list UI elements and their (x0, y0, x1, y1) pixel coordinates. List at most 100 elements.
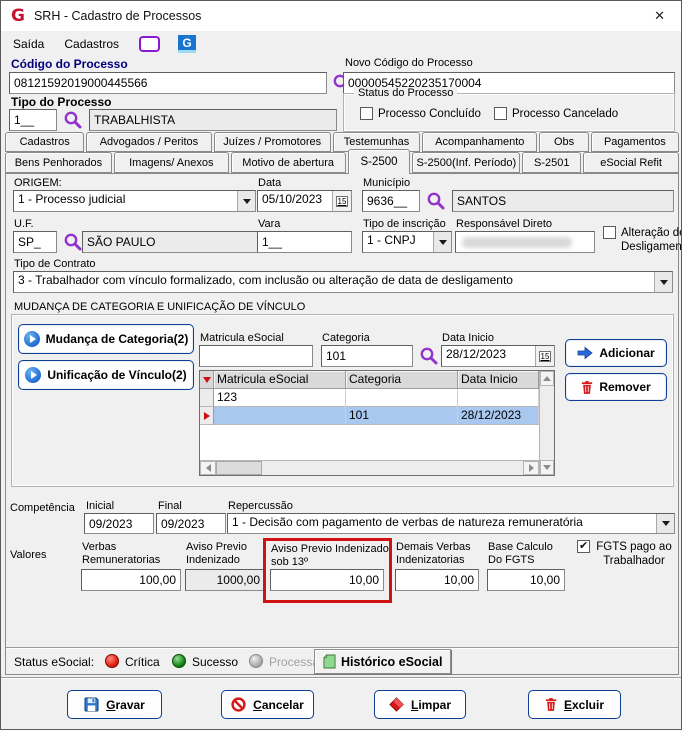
checkbox-fgts-pago[interactable]: FGTS pago ao Trabalhador (577, 539, 673, 568)
tab-s2500-inf-periodo[interactable]: S-2500(Inf. Período) (412, 152, 521, 173)
checkbox-alteracao-desligamento[interactable]: Alteração de Desligamento (603, 226, 681, 254)
verbas-remuneratorias-label: Verbas Remuneratorias (82, 541, 161, 566)
status-sucesso-icon (172, 654, 186, 668)
trash-icon (582, 380, 593, 394)
search-icon[interactable] (63, 110, 83, 130)
aviso-previo-input[interactable] (185, 569, 265, 591)
limpar-button[interactable]: Limpar (374, 690, 466, 719)
scrollbar-thumb[interactable] (216, 461, 262, 475)
grid-col-categoria[interactable]: Categoria (346, 371, 458, 389)
mudanca-categoria-button[interactable]: Mudança de Categoria(2) (18, 324, 194, 354)
dropdown-arrow-icon[interactable] (656, 514, 674, 533)
tab-testemunhas[interactable]: Testemunhas (332, 132, 421, 152)
vinculos-grid: Matricula eSocial Categoria Data Inicio … (199, 370, 555, 476)
table-row[interactable]: 123 (200, 389, 539, 407)
unificacao-vinculo-button[interactable]: Unificação de Vínculo(2) (18, 360, 194, 390)
tipo-processo-input[interactable] (9, 109, 57, 131)
menu-cadastros[interactable]: Cadastros (64, 37, 120, 51)
checkbox-box[interactable] (494, 107, 507, 120)
horizontal-scrollbar[interactable] (200, 460, 539, 475)
municipio-label: Município (363, 177, 411, 189)
tab-acompanhamento[interactable]: Acompanhamento (422, 132, 538, 152)
tipo-processo-descricao: TRABALHISTA (89, 109, 337, 131)
remover-button[interactable]: Remover (565, 373, 667, 401)
matricula-input[interactable] (199, 345, 313, 367)
tab-pagamentos[interactable]: Pagamentos (590, 132, 679, 152)
cell-data-inicio (458, 389, 539, 407)
historico-esocial-button[interactable]: Histórico eSocial (314, 649, 452, 674)
base-fgts-input[interactable] (487, 569, 565, 591)
close-icon[interactable]: ✕ (654, 8, 665, 23)
tab-esocial-refit[interactable]: eSocial Refit (583, 152, 680, 173)
data-inicio-field[interactable]: 28/12/2023 15 (441, 345, 555, 367)
grid-marker-cell (200, 407, 214, 425)
menu-saida[interactable]: Saída (13, 37, 45, 51)
grid-col-matricula[interactable]: Matricula eSocial (214, 371, 346, 389)
tab-motivo-abertura[interactable]: Motivo de abertura (230, 152, 346, 173)
calendar-glyph: 15 (538, 350, 552, 362)
excluir-button[interactable]: Excluir (528, 690, 621, 719)
origem-dropdown[interactable]: 1 - Processo judicial (13, 190, 256, 212)
adicionar-button[interactable]: Adicionar (565, 339, 667, 367)
repercussao-value: 1 - Decisão com pagamento de verbas de n… (232, 515, 583, 529)
cell-matricula: 123 (214, 389, 346, 407)
categoria-input[interactable] (321, 345, 413, 367)
dropdown-arrow-icon[interactable] (237, 191, 255, 211)
tab-imagens-anexos[interactable]: Imagens/ Anexos (113, 152, 229, 173)
checkbox-box[interactable] (603, 226, 616, 239)
vertical-scrollbar[interactable] (539, 371, 554, 475)
grid-col-data-inicio[interactable]: Data Inicio (458, 371, 539, 389)
codigo-processo-input[interactable] (9, 72, 327, 94)
tab-s2500-active[interactable]: S-2500 (347, 149, 411, 174)
demais-verbas-input[interactable] (395, 569, 479, 591)
button-label: Limpar (410, 697, 452, 712)
grid-main: Matricula eSocial Categoria Data Inicio … (200, 371, 539, 475)
checkbox-label: Processo Concluído (378, 108, 481, 120)
responsavel-direto-label: Responsável Direto (456, 218, 552, 230)
checkbox-box[interactable] (577, 539, 590, 553)
tipo-contrato-value: 3 - Trabalhador com vínculo formalizado,… (18, 273, 513, 287)
scroll-left-icon[interactable] (200, 461, 216, 475)
search-icon[interactable] (426, 191, 446, 211)
tab-juizes-promotores[interactable]: Juízes / Promotores (213, 132, 331, 152)
uf-code-input[interactable] (13, 231, 57, 253)
dropdown-arrow-icon[interactable] (654, 272, 672, 292)
tipo-inscricao-dropdown[interactable]: 1 - CNPJ (362, 231, 452, 253)
monitor-icon[interactable] (139, 36, 161, 52)
dropdown-arrow-icon[interactable] (433, 232, 451, 252)
scroll-down-icon[interactable] (540, 460, 554, 475)
competencia-final-input[interactable] (156, 513, 226, 534)
aviso-previo-13-input[interactable] (270, 569, 384, 591)
app-logo-icon: G (11, 5, 25, 26)
tab-advogados-peritos[interactable]: Advogados / Peritos (86, 132, 212, 152)
checkbox-box[interactable] (360, 107, 373, 120)
checkbox-processo-concluido[interactable]: Processo Concluído (360, 107, 481, 121)
search-icon[interactable] (419, 346, 439, 366)
button-label: Remover (599, 380, 651, 394)
cancelar-button[interactable]: Cancelar (221, 690, 314, 719)
tab-obs[interactable]: Obs (539, 132, 589, 152)
tab-s2501[interactable]: S-2501 (522, 152, 582, 173)
origem-label: ORIGEM: (14, 177, 62, 189)
g-toolbar-icon[interactable]: G (178, 35, 197, 53)
competencia-inicial-input[interactable] (84, 513, 154, 534)
button-label: Adicionar (599, 346, 655, 360)
responsavel-direto-input[interactable] (455, 231, 595, 253)
scroll-right-icon[interactable] (523, 461, 539, 475)
verbas-remuneratorias-input[interactable] (81, 569, 181, 591)
data-field[interactable]: 05/10/2023 15 (257, 190, 352, 212)
gravar-button[interactable]: Gravar (67, 690, 162, 719)
calendar-icon[interactable]: 15 (332, 191, 351, 211)
play-icon (25, 367, 42, 383)
vara-input[interactable] (257, 231, 352, 253)
table-row-selected[interactable]: 101 28/12/2023 (200, 407, 539, 425)
search-icon[interactable] (63, 232, 83, 252)
tipo-contrato-dropdown[interactable]: 3 - Trabalhador com vínculo formalizado,… (13, 271, 673, 293)
tab-bens-penhorados[interactable]: Bens Penhorados (5, 152, 112, 173)
scroll-up-icon[interactable] (540, 371, 554, 386)
calendar-icon[interactable]: 15 (535, 346, 554, 366)
tab-cadastros[interactable]: Cadastros (5, 132, 85, 152)
repercussao-dropdown[interactable]: 1 - Decisão com pagamento de verbas de n… (227, 513, 675, 534)
municipio-code-input[interactable] (362, 190, 420, 212)
checkbox-processo-cancelado[interactable]: Processo Cancelado (494, 107, 618, 121)
